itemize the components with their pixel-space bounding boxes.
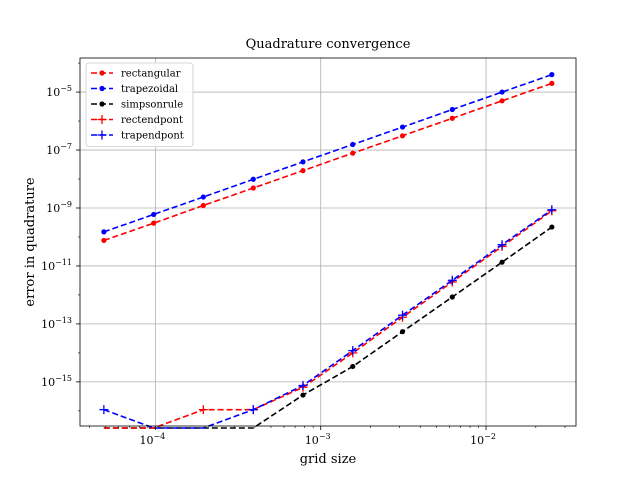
y-tick-label: 10−11 — [41, 258, 72, 273]
data-point-trapezoidal — [549, 72, 555, 78]
data-point-trapendpont — [447, 275, 457, 285]
legend-entry-trapendpont: trapendpont — [121, 131, 184, 142]
legend-entry-rectendpont: rectendpont — [121, 115, 183, 126]
y-tick-label: 10−7 — [46, 142, 72, 157]
data-point-rectendpont — [198, 405, 208, 415]
series-line-rectangular — [103, 82, 553, 242]
x-axis-label: grid size — [300, 452, 357, 467]
data-point-simpsonrule — [300, 392, 306, 398]
y-tick-label: 10−13 — [41, 316, 72, 331]
plot-area — [99, 72, 557, 429]
legend-entry-simpsonrule: simpsonrule — [121, 100, 183, 111]
data-point-rectangular — [151, 220, 157, 226]
data-point-simpsonrule — [499, 259, 505, 265]
y-tick-label: 10−15 — [41, 374, 72, 389]
data-point-trapendpont — [348, 346, 358, 356]
data-point-rectangular — [350, 150, 356, 156]
data-point-rectangular — [399, 133, 406, 139]
legend-box — [85, 62, 194, 147]
chart-title: Quadrature convergence — [246, 37, 411, 52]
data-point-simpsonrule — [399, 329, 406, 335]
data-point-trapezoidal — [250, 176, 256, 182]
data-point-simpsonrule — [449, 294, 455, 300]
data-point-trapezoidal — [499, 89, 505, 95]
data-point-trapezoidal — [151, 211, 157, 218]
data-point-rectangular — [101, 237, 107, 244]
series-line-trapendpont — [103, 209, 553, 429]
y-axis-label: error in quadrature — [23, 177, 38, 307]
data-point-trapendpont — [248, 405, 258, 415]
y-tick-label: 10−9 — [46, 200, 72, 215]
data-point-simpsonrule — [350, 363, 356, 370]
data-point-trapezoidal — [399, 124, 406, 130]
data-point-rectangular — [250, 185, 256, 191]
series-line-trapezoidal — [103, 73, 553, 233]
y-tick-label: 10−5 — [46, 84, 72, 99]
data-point-trapezoidal — [300, 159, 306, 165]
x-tick-label: 10−3 — [305, 432, 331, 447]
axis-ticks: 10−4 10−3 10−2 10−15 10−13 10−11 10−9 10−7 10−5 — [41, 62, 566, 447]
data-point-rectangular — [449, 115, 455, 121]
data-point-rectangular — [549, 80, 555, 86]
legend: rectangular trapezoidal simpsonrule rectend… — [85, 62, 194, 147]
data-point-trapezoidal — [200, 194, 206, 200]
series-line-rectendpont — [103, 210, 553, 429]
data-point-trapezoidal — [449, 106, 455, 113]
data-point-trapezoidal — [101, 229, 107, 235]
data-point-trapendpont — [298, 380, 308, 390]
legend-entry-rectangular: rectangular — [121, 69, 181, 80]
legend-marker-rectangular — [99, 70, 105, 76]
legend-marker-trapezoidal — [99, 85, 105, 92]
data-point-trapezoidal — [350, 141, 356, 148]
axes-frame — [79, 57, 577, 427]
legend-marker-simpsonrule — [99, 101, 105, 107]
data-point-rectangular — [300, 168, 306, 174]
data-point-rectangular — [499, 98, 505, 104]
x-tick-label: 10−2 — [470, 432, 496, 447]
data-point-simpsonrule — [549, 224, 555, 230]
data-point-trapendpont — [497, 240, 507, 250]
legend-entry-trapezoidal: trapezoidal — [121, 84, 178, 95]
data-point-trapendpont — [398, 310, 408, 320]
grid-lines — [80, 58, 576, 426]
data-point-trapendpont — [547, 205, 557, 215]
x-tick-label: 10−4 — [139, 432, 165, 447]
data-point-rectangular — [200, 202, 206, 209]
data-point-trapendpont — [99, 405, 109, 415]
